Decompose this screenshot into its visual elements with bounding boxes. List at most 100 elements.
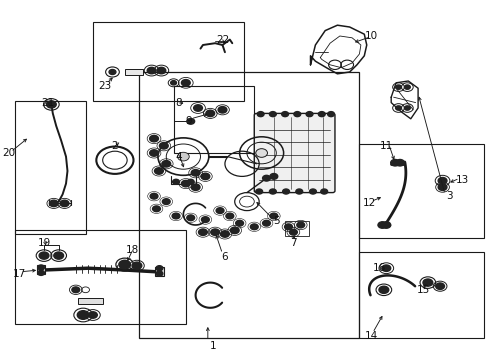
- Circle shape: [172, 179, 179, 184]
- Circle shape: [132, 262, 142, 269]
- Bar: [359, 144, 483, 238]
- Circle shape: [159, 143, 168, 149]
- Text: 5: 5: [272, 216, 279, 226]
- Circle shape: [284, 224, 292, 230]
- Bar: [124, 69, 143, 75]
- Circle shape: [193, 105, 202, 111]
- Text: 19: 19: [37, 238, 51, 248]
- Circle shape: [88, 312, 97, 318]
- Circle shape: [262, 220, 270, 226]
- Circle shape: [210, 229, 219, 235]
- Circle shape: [395, 106, 401, 110]
- Circle shape: [225, 213, 233, 219]
- Circle shape: [147, 67, 156, 74]
- Circle shape: [293, 112, 300, 117]
- Bar: [15, 101, 85, 234]
- Circle shape: [327, 112, 334, 117]
- Circle shape: [201, 173, 209, 180]
- Circle shape: [177, 152, 189, 161]
- Circle shape: [437, 184, 446, 190]
- Circle shape: [191, 170, 200, 176]
- Circle shape: [149, 135, 158, 142]
- Circle shape: [250, 224, 258, 230]
- Circle shape: [262, 175, 270, 181]
- Text: 4: 4: [175, 152, 182, 162]
- Bar: [78, 298, 102, 304]
- Circle shape: [404, 85, 409, 89]
- Circle shape: [191, 184, 200, 190]
- Text: 21: 21: [41, 98, 55, 108]
- Circle shape: [149, 150, 158, 156]
- Circle shape: [39, 252, 49, 259]
- Text: 14: 14: [364, 330, 378, 341]
- Circle shape: [150, 193, 158, 199]
- Circle shape: [205, 110, 214, 117]
- Circle shape: [377, 222, 386, 228]
- Circle shape: [181, 80, 190, 86]
- Text: 9: 9: [184, 116, 191, 126]
- Circle shape: [49, 200, 58, 207]
- Circle shape: [255, 189, 262, 194]
- Circle shape: [437, 177, 446, 184]
- Text: 11: 11: [379, 141, 392, 151]
- Text: 16: 16: [371, 263, 385, 273]
- Text: 10: 10: [365, 31, 377, 41]
- Circle shape: [60, 200, 69, 207]
- Circle shape: [109, 69, 116, 75]
- Circle shape: [216, 208, 224, 213]
- Bar: [359, 252, 483, 338]
- Text: 20: 20: [2, 148, 15, 158]
- Circle shape: [198, 229, 207, 235]
- Circle shape: [318, 112, 325, 117]
- Bar: [173, 86, 254, 153]
- Text: 3: 3: [446, 191, 452, 201]
- Circle shape: [152, 206, 160, 212]
- Circle shape: [269, 112, 276, 117]
- Bar: [284, 221, 308, 236]
- Circle shape: [156, 271, 163, 276]
- Circle shape: [157, 67, 165, 74]
- FancyBboxPatch shape: [254, 113, 334, 193]
- Text: 8: 8: [175, 98, 182, 108]
- Circle shape: [269, 174, 277, 179]
- Circle shape: [257, 112, 264, 117]
- Circle shape: [181, 180, 190, 187]
- Text: 18: 18: [125, 245, 139, 255]
- Circle shape: [269, 189, 276, 194]
- Circle shape: [186, 215, 194, 221]
- Circle shape: [295, 189, 302, 194]
- Circle shape: [305, 112, 312, 117]
- Circle shape: [170, 81, 176, 85]
- Circle shape: [154, 168, 163, 174]
- Circle shape: [395, 159, 404, 166]
- Circle shape: [395, 85, 401, 89]
- Circle shape: [230, 227, 239, 234]
- Text: 6: 6: [221, 252, 228, 262]
- Bar: [139, 72, 359, 338]
- Circle shape: [220, 231, 229, 237]
- Circle shape: [186, 118, 194, 124]
- Circle shape: [435, 283, 444, 289]
- Circle shape: [162, 161, 170, 167]
- Circle shape: [269, 213, 277, 219]
- Bar: [15, 230, 185, 324]
- Circle shape: [381, 265, 390, 271]
- Circle shape: [309, 189, 316, 194]
- Circle shape: [320, 189, 327, 194]
- Bar: [37, 265, 45, 274]
- Circle shape: [390, 159, 399, 166]
- Bar: [93, 22, 244, 101]
- Text: 12: 12: [362, 198, 375, 208]
- Circle shape: [404, 106, 409, 110]
- Circle shape: [281, 112, 288, 117]
- Text: 22: 22: [215, 35, 229, 45]
- Circle shape: [201, 217, 209, 222]
- Text: 17: 17: [13, 269, 26, 279]
- Circle shape: [378, 286, 388, 293]
- Circle shape: [38, 270, 44, 275]
- Circle shape: [422, 279, 432, 286]
- Circle shape: [172, 213, 180, 219]
- Circle shape: [156, 266, 163, 271]
- Circle shape: [235, 220, 243, 226]
- Text: 13: 13: [454, 175, 468, 185]
